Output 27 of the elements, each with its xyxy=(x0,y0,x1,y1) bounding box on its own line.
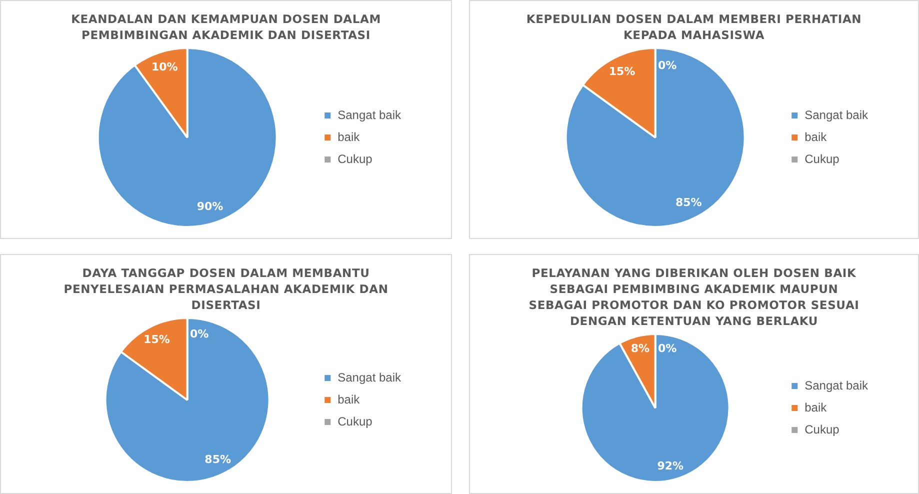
chart-title: KEPEDULIAN DOSEN DALAM MEMBERI PERHATIAN KEPADA MAHASISWA xyxy=(525,11,863,43)
data-label: 15% xyxy=(608,64,636,78)
data-label: 10% xyxy=(151,60,178,74)
data-label: 85% xyxy=(204,452,232,466)
legend-label: baik xyxy=(338,392,361,406)
text: 0% xyxy=(658,342,677,356)
legend-label: Cukup xyxy=(804,422,840,436)
data-label: 92% xyxy=(657,460,684,473)
legend-label: Cukup xyxy=(804,152,840,166)
data-label: 15% xyxy=(144,332,170,346)
data-label: 8% xyxy=(630,342,650,356)
text: 0% xyxy=(190,328,209,341)
legend-label: Sangat baik xyxy=(338,108,402,122)
data-label: 85% xyxy=(675,196,702,209)
legend-label: Sangat baik xyxy=(338,370,402,384)
legend-label: Cukup xyxy=(338,152,373,166)
text: 0% xyxy=(658,58,677,72)
legend-label: baik xyxy=(338,130,361,144)
legend-label: baik xyxy=(804,400,828,414)
legend-label: Sangat baik xyxy=(804,378,869,392)
data-label: 90% xyxy=(196,200,224,214)
legend-label: Cukup xyxy=(338,414,373,428)
chart-title: PELAYANAN YANG DIBERIKAN OLEH DOSEN BAIK SEBAGAI PEMBIMBING AKADEMIK MAUPUN SEBAGAI PROMOTOR DAN KO PROMOTOR SESUAI DENGAN KETENTUAN YANG BERLAKU xyxy=(528,265,860,329)
chart-title: DAYA TANGGAP DOSEN DALAM MEMBANTU PENYELESAIAN PERMASALAHAN AKADEMIK DAN DISERTASI xyxy=(62,265,390,313)
legend-label: baik xyxy=(804,130,828,144)
legend-label: Sangat baik xyxy=(804,108,869,122)
chart-title: KEANDALAN DAN KEMAMPUAN DOSEN DALAM PEMBIMBINGAN AKADEMIK DAN DISERTASI xyxy=(70,11,382,43)
